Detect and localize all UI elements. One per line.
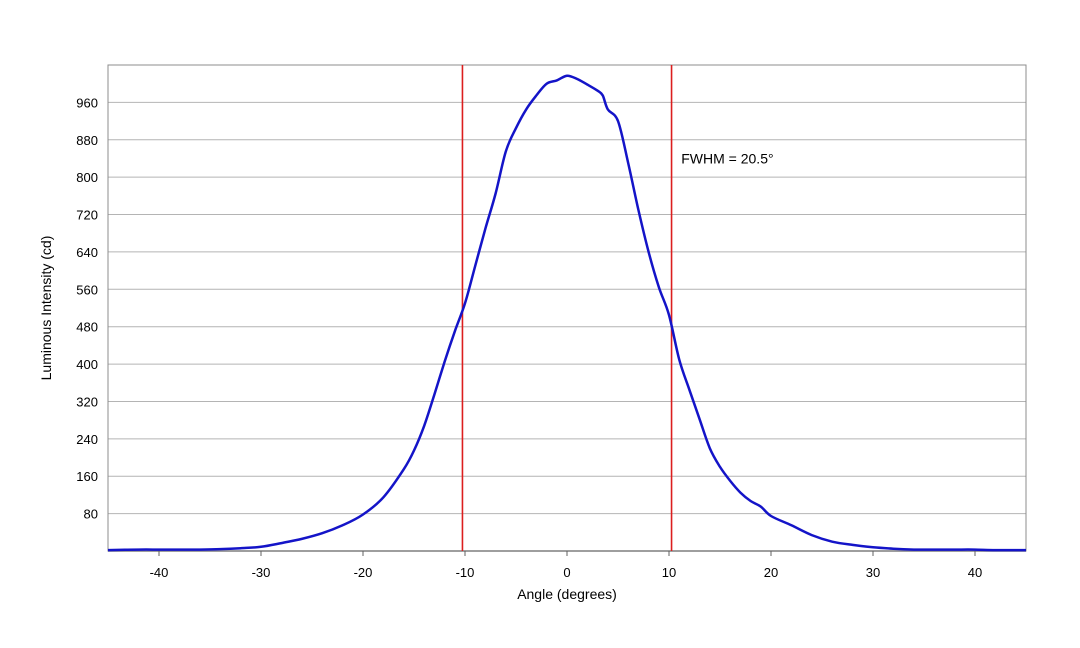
x-tick-label: 0 bbox=[563, 565, 570, 580]
x-axis-label: Angle (degrees) bbox=[517, 586, 617, 602]
y-tick-label: 560 bbox=[76, 282, 98, 297]
x-tick-label: 30 bbox=[866, 565, 880, 580]
x-tick-label: -30 bbox=[252, 565, 271, 580]
y-tick-label: 480 bbox=[76, 320, 98, 335]
x-tick-label: 40 bbox=[968, 565, 982, 580]
y-tick-label: 320 bbox=[76, 394, 98, 409]
y-tick-label: 80 bbox=[84, 507, 98, 522]
y-tick-label: 800 bbox=[76, 170, 98, 185]
x-tick-label: -10 bbox=[456, 565, 475, 580]
intensity-curve bbox=[107, 74, 1026, 552]
fwhm-annotation: FWHM = 20.5° bbox=[681, 150, 773, 166]
y-tick-label: 160 bbox=[76, 469, 98, 484]
x-tick-label: 10 bbox=[662, 565, 676, 580]
fwhm-lines bbox=[461, 65, 673, 551]
x-tick-label: -40 bbox=[150, 565, 169, 580]
x-tick-labels: -40 -30 -20 -10 0 10 20 30 40 bbox=[150, 551, 982, 580]
x-tick-label: 20 bbox=[764, 565, 778, 580]
y-tick-label: 240 bbox=[76, 432, 98, 447]
plot-frame bbox=[107, 64, 1027, 552]
y-tick-label: 960 bbox=[76, 95, 98, 110]
y-tick-label: 400 bbox=[76, 357, 98, 372]
y-tick-labels: 80 160 240 320 400 480 560 640 720 800 880 960 bbox=[76, 95, 98, 521]
y-tick-label: 640 bbox=[76, 245, 98, 260]
grid bbox=[108, 101, 1026, 552]
y-axis-label: Luminous Intensity (cd) bbox=[38, 236, 54, 381]
y-tick-label: 720 bbox=[76, 208, 98, 223]
y-tick-label: 880 bbox=[76, 133, 98, 148]
x-tick-label: -20 bbox=[354, 565, 373, 580]
